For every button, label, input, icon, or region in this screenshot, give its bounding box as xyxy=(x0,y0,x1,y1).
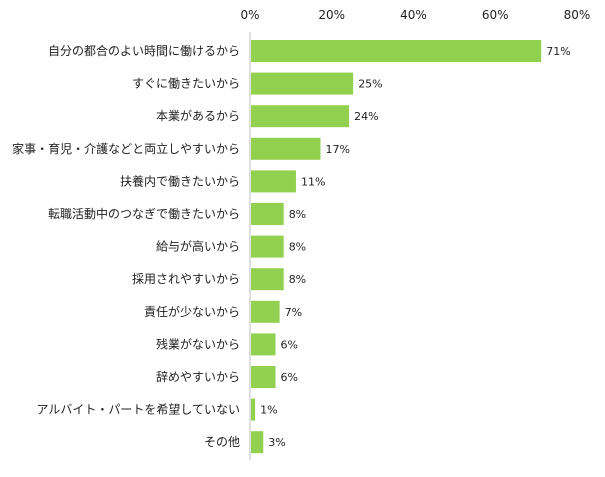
x-tick-label: 60% xyxy=(482,8,509,22)
bar xyxy=(251,268,284,291)
x-axis-ticks: 0% 20% 40% 60% 80% xyxy=(240,8,590,22)
value-label: 3% xyxy=(268,436,285,449)
category-label: 採用されやすいから xyxy=(132,272,240,286)
bar xyxy=(251,431,264,454)
bar xyxy=(251,170,296,193)
x-tick-label: 40% xyxy=(400,8,427,22)
bar xyxy=(251,40,542,62)
category-label: すぐに働きたいから xyxy=(132,77,240,91)
bar xyxy=(251,398,256,421)
value-label: 25% xyxy=(358,78,382,91)
value-label: 8% xyxy=(289,208,306,221)
category-label: 責任が少ないから xyxy=(144,304,240,319)
category-label: 家事・育児・介護などと両立しやすいから xyxy=(12,141,240,156)
value-label: 1% xyxy=(260,404,277,417)
value-label: 71% xyxy=(546,45,570,58)
category-label: 本業があるから xyxy=(156,108,240,123)
category-label: アルバイト・パートを希望していない xyxy=(36,402,240,417)
value-label: 24% xyxy=(354,110,378,123)
bar xyxy=(251,300,280,323)
value-label: 6% xyxy=(281,338,298,351)
bar xyxy=(251,235,284,258)
bar xyxy=(251,366,276,388)
bars: 自分の都合のよい時間に働けるから 71% すぐに働きたいから 25% 本業があるから 24… xyxy=(12,40,571,454)
category-label: 扶養内で働きたいから xyxy=(120,173,240,188)
category-label: 辞めやすいから xyxy=(156,369,240,384)
x-tick-label: 0% xyxy=(240,8,259,22)
category-label: 転職活動中のつなぎで働きたいから xyxy=(48,206,240,221)
category-label: 自分の都合のよい時間に働けるから xyxy=(48,43,240,58)
bar xyxy=(251,105,350,128)
value-label: 17% xyxy=(325,143,349,156)
x-tick-label: 20% xyxy=(318,8,345,22)
value-label: 8% xyxy=(289,241,306,254)
bar xyxy=(251,72,354,95)
bar xyxy=(251,137,321,160)
value-label: 8% xyxy=(289,273,306,286)
x-tick-label: 80% xyxy=(564,8,591,22)
value-label: 7% xyxy=(285,306,302,319)
category-label: 残業がないから xyxy=(156,336,240,351)
category-label: 給与が高いから xyxy=(156,239,240,254)
bar xyxy=(251,333,276,356)
value-label: 11% xyxy=(301,175,325,188)
category-label: その他 xyxy=(204,435,240,449)
value-label: 6% xyxy=(281,371,298,384)
bar xyxy=(251,203,284,225)
